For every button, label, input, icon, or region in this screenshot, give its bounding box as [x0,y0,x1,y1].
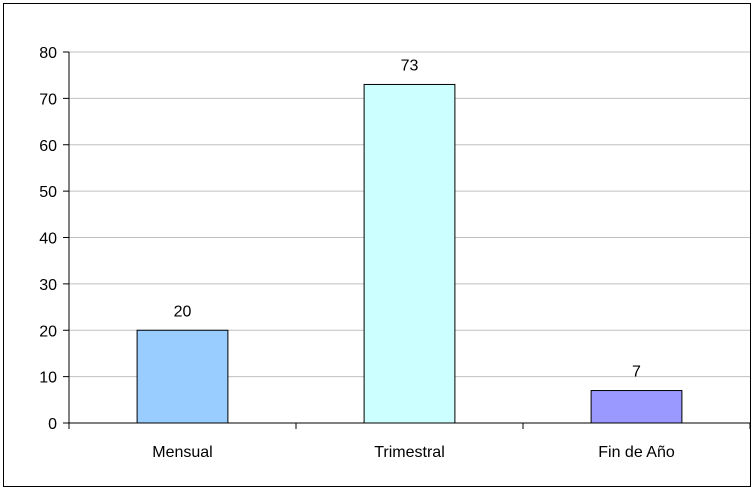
y-tick-label-40: 40 [39,231,57,248]
bar-1 [363,83,456,424]
y-tick-label-20: 20 [39,323,57,340]
y-tick-label-80: 80 [39,45,57,62]
y-tick-label-30: 30 [39,277,57,294]
data-label-2: 7 [632,364,641,381]
y-tick-label-10: 10 [39,370,57,387]
bars [136,83,683,424]
bar-2 [590,390,683,424]
category-label-2: Fin de Año [598,444,675,461]
bar-0 [136,329,229,424]
data-label-0: 20 [174,303,192,320]
data-labels: 20 73 7 [174,57,641,380]
y-tick-label-70: 70 [39,91,57,108]
y-tick-label-60: 60 [39,138,57,155]
y-axis-ticks: 0 10 20 30 40 50 60 70 80 [39,45,69,433]
category-label-1: Trimestral [374,444,445,461]
y-tick-label-50: 50 [39,184,57,201]
y-tick-label-0: 0 [48,416,57,433]
category-label-0: Mensual [152,444,212,461]
data-label-1: 73 [401,57,419,74]
x-axis-categories: Mensual Trimestral Fin de Año [68,423,751,461]
